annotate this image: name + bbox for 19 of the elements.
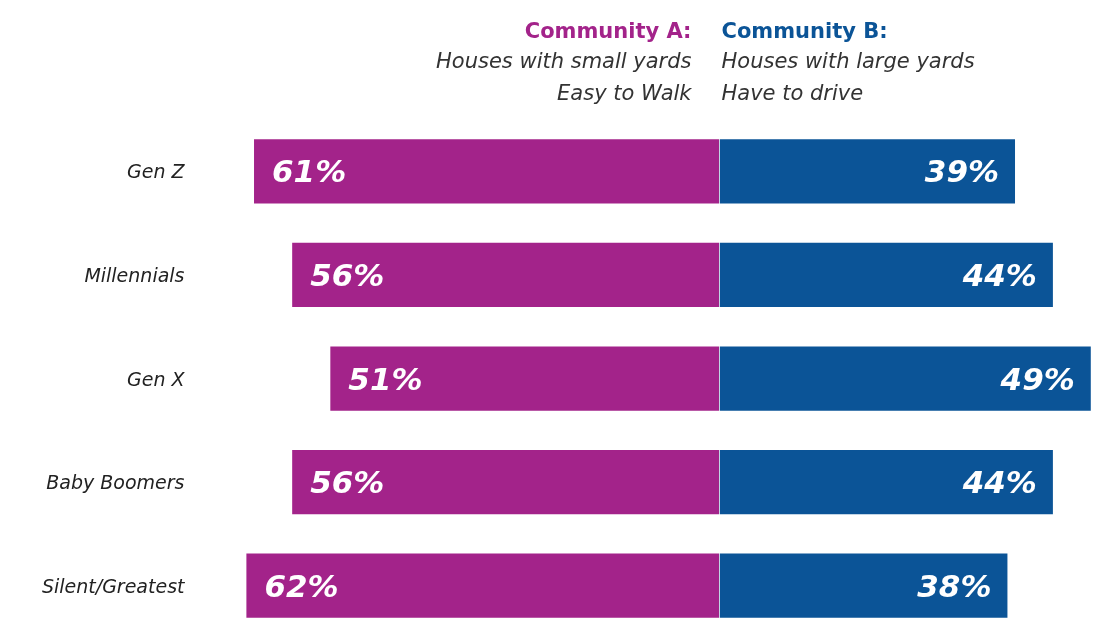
y-tick-label: Millennials bbox=[84, 263, 185, 286]
data-label: 39% bbox=[924, 153, 1000, 190]
data-label: 56% bbox=[310, 464, 385, 501]
data-label: 56% bbox=[310, 256, 385, 293]
data-label: 44% bbox=[961, 464, 1037, 501]
data-label: 49% bbox=[999, 360, 1075, 397]
text: Community B: bbox=[721, 18, 888, 43]
text: Houses with large yards Have to drive bbox=[721, 48, 975, 105]
y-tick-label: Silent/Greatest bbox=[41, 574, 187, 597]
data-label: 61% bbox=[272, 153, 347, 190]
y-tick-label: Gen X bbox=[126, 367, 186, 390]
data-label: 62% bbox=[264, 567, 339, 604]
data-label: 44% bbox=[961, 256, 1037, 293]
text: Community A: bbox=[524, 18, 692, 43]
y-tick-label: Baby Boomers bbox=[46, 471, 185, 494]
text: Houses with small yards Easy to Walk bbox=[436, 48, 693, 105]
data-label: 51% bbox=[348, 360, 423, 397]
data-label: 38% bbox=[917, 567, 992, 604]
y-tick-label: Gen Z bbox=[126, 160, 186, 183]
